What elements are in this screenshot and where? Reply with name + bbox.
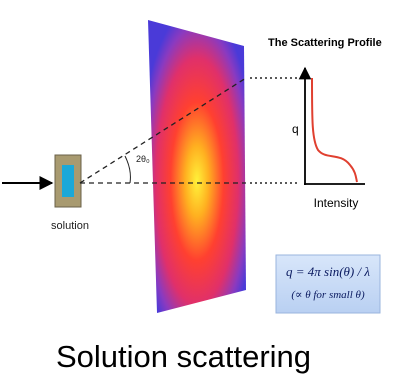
diagram: solution 2θ₀ The Scattering Profile q In…: [0, 0, 402, 384]
detector-screen: [148, 20, 246, 313]
y-axis-label: q: [292, 122, 299, 136]
formula-note: (∝ θ for small θ): [291, 289, 365, 301]
formula: q = 4π sin(θ) / λ: [286, 264, 370, 279]
angle-arc: [125, 156, 130, 183]
angle-label: 2θ₀: [136, 154, 150, 164]
page: solution 2θ₀ The Scattering Profile q In…: [0, 0, 402, 384]
caption: Solution scattering: [56, 339, 311, 374]
sample-solution: [62, 165, 74, 197]
sample-label: solution: [51, 220, 89, 232]
profile-title: The Scattering Profile: [268, 37, 382, 49]
x-axis-label: Intensity: [314, 196, 359, 210]
profile-curve: [312, 78, 357, 182]
